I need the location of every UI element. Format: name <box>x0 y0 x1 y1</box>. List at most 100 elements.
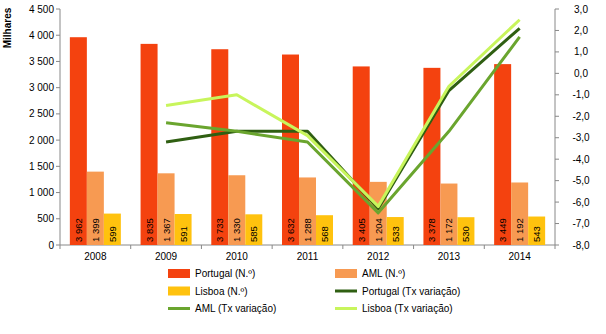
line <box>166 37 520 213</box>
y-tick <box>56 192 60 193</box>
y2-tick-label: 3,0 <box>574 4 588 15</box>
y-tick-label: 3 500 <box>29 56 54 67</box>
bar <box>282 55 299 245</box>
bar <box>158 173 175 245</box>
y2-tick-label: -4,0 <box>572 154 590 165</box>
legend-swatch <box>335 290 357 293</box>
data-label: 3 405 <box>356 218 367 242</box>
x-tick-label: 2009 <box>155 251 178 262</box>
y2-tick-label: -8,0 <box>572 240 590 251</box>
y-tick-label: 500 <box>37 213 54 224</box>
y2-tick <box>555 94 559 95</box>
legend-swatch <box>335 307 357 310</box>
y-tick-label: 0 <box>48 240 54 251</box>
bar <box>141 44 158 245</box>
bar <box>528 217 545 245</box>
y-tick-label: 1 500 <box>29 161 54 172</box>
y-tick <box>56 245 60 246</box>
data-label: 585 <box>248 226 259 242</box>
legend-label: Lisboa (Tx variação) <box>362 303 453 314</box>
x-tick-divider <box>413 245 414 249</box>
bar <box>494 64 511 245</box>
legend-swatch <box>168 269 190 278</box>
bar <box>175 214 192 245</box>
y-tick <box>56 140 60 141</box>
y2-tick-label: 2,0 <box>574 25 588 36</box>
x-tick-divider <box>201 245 202 249</box>
bar <box>70 37 87 245</box>
x-tick-label: 2014 <box>509 251 532 262</box>
y-tick <box>56 166 60 167</box>
x-tick-divider <box>130 245 131 249</box>
y-tick <box>56 113 60 114</box>
bar <box>457 217 474 245</box>
data-label: 1 330 <box>231 218 242 242</box>
data-label: 1 288 <box>302 218 313 242</box>
bar <box>299 177 316 245</box>
data-label: 1 367 <box>161 218 172 242</box>
y2-tick <box>555 51 559 52</box>
y2-tick-label: 1,0 <box>574 46 588 57</box>
x-tick-label: 2013 <box>438 251 461 262</box>
y-tick <box>56 61 60 62</box>
y-axis-title: Milhares <box>2 7 13 48</box>
y2-tick-label: -1,0 <box>572 89 590 100</box>
y2-tick-label: 0,0 <box>574 68 588 79</box>
y-tick <box>56 35 60 36</box>
data-label: 3 733 <box>214 218 225 242</box>
y-tick <box>56 87 60 88</box>
data-label: 530 <box>460 226 471 242</box>
y-tick-label: 1 000 <box>29 187 54 198</box>
y2-tick <box>555 180 559 181</box>
data-label: 1 204 <box>373 218 384 242</box>
y-tick-label: 2 500 <box>29 108 54 119</box>
y2-tick <box>555 223 559 224</box>
y2-tick-label: -2,0 <box>572 111 590 122</box>
plot-area <box>70 20 545 245</box>
legend-label: AML (N.º) <box>362 268 405 279</box>
x-tick-divider <box>60 245 61 249</box>
data-label: 533 <box>390 226 401 242</box>
y2-tick-label: -7,0 <box>572 218 590 229</box>
y2-tick-label: -3,0 <box>572 132 590 143</box>
y2-tick <box>555 137 559 138</box>
data-label: 1 399 <box>90 218 101 242</box>
bar <box>387 217 404 245</box>
y2-tick-label: -6,0 <box>572 197 590 208</box>
bar <box>440 184 457 245</box>
data-label: 3 835 <box>144 218 155 242</box>
legend-label: AML (Tx variação) <box>195 303 276 314</box>
bar <box>87 172 104 245</box>
legend-swatch <box>168 287 190 296</box>
data-label: 568 <box>319 226 330 242</box>
y2-tick <box>555 245 559 246</box>
data-label: 599 <box>107 226 118 242</box>
x-tick-divider <box>484 245 485 249</box>
y2-tick <box>555 202 559 203</box>
y2-tick <box>555 9 559 10</box>
data-label: 3 378 <box>426 218 437 242</box>
y-tick <box>56 9 60 10</box>
x-tick-divider <box>342 245 343 249</box>
y2-axis-line <box>555 9 556 245</box>
x-tick-divider <box>555 245 556 249</box>
y2-tick <box>555 73 559 74</box>
legend-label: Lisboa (N.º) <box>195 286 248 297</box>
bar <box>228 175 245 245</box>
legend-swatch <box>168 307 190 310</box>
y-axis-line <box>60 9 61 245</box>
legend-label: Portugal (Tx variação) <box>362 286 460 297</box>
y2-tick <box>555 30 559 31</box>
x-tick-label: 2010 <box>226 251 249 262</box>
legend: Portugal (N.º)AML (N.º)Lisboa (N.º)Portu… <box>168 268 460 314</box>
data-label: 3 962 <box>73 218 84 242</box>
y-tick <box>56 218 60 219</box>
x-tick-label: 2011 <box>297 251 319 262</box>
line <box>166 20 520 207</box>
data-label: 3 449 <box>497 218 508 242</box>
data-labels: 3 9623 8353 7333 6323 4053 3783 4491 399… <box>73 218 542 242</box>
data-label: 591 <box>178 226 189 242</box>
data-label: 1 192 <box>514 218 525 242</box>
data-label: 543 <box>531 226 542 242</box>
y-tick-label: 4 500 <box>29 4 54 15</box>
